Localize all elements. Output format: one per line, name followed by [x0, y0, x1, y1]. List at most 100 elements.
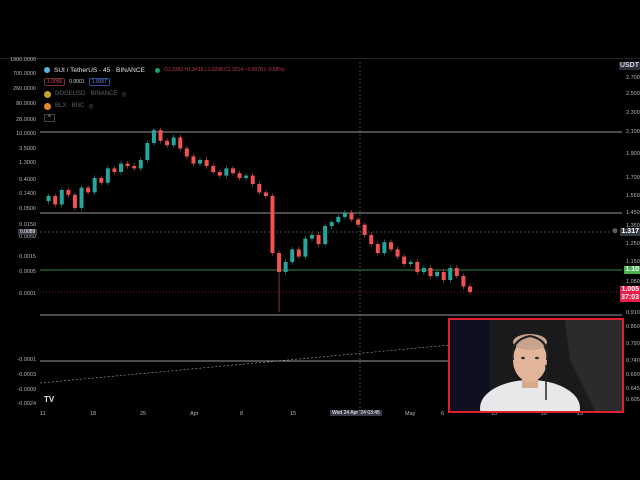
time-axis-tick: 15	[290, 411, 297, 417]
add-alert-icon[interactable]: ⊕	[612, 228, 618, 235]
buy-button[interactable]: 1.0057	[88, 78, 110, 86]
candle-body	[224, 168, 229, 176]
candle-body	[388, 242, 393, 250]
candle-body	[415, 262, 420, 272]
candle-body	[362, 224, 367, 235]
time-axis-tick: 25	[140, 411, 147, 417]
candle-body	[329, 222, 334, 226]
candle-body	[428, 268, 433, 276]
right-axis-tick: 0.605	[626, 397, 640, 403]
time-axis-tick: 18	[90, 411, 97, 417]
crosshair-price-label: 1.317	[620, 228, 640, 236]
left-axis-tick: 1.3000	[19, 160, 36, 166]
time-axis-tick: 8	[240, 411, 244, 417]
left-axis-tick: 3.5000	[19, 146, 36, 152]
eye-hidden-icon[interactable]: ◎	[88, 103, 94, 110]
candle-body	[323, 226, 328, 244]
candle-body	[59, 190, 64, 205]
right-axis-tick: 2.100	[626, 129, 640, 135]
crosshair-time-label: Wed 24 Apr '24 03:45	[330, 410, 382, 416]
time-axis-tick: 13	[491, 411, 498, 417]
candle-body	[395, 249, 400, 257]
bar-countdown: 37:03	[620, 294, 640, 302]
candle-body	[46, 196, 51, 202]
candle-body	[461, 276, 466, 287]
right-axis-tick: 1.550	[626, 193, 640, 199]
left-axis-tick: 80.0000	[16, 101, 36, 107]
market-open-icon	[154, 67, 160, 73]
candle-body	[349, 213, 354, 220]
chart-legend: SUI / TetherUS · 45 · BINANCE O1.3392 H1…	[44, 64, 285, 124]
candle-body	[138, 160, 143, 169]
candle-body	[92, 178, 97, 193]
candle-body	[191, 156, 196, 164]
right-axis-tick: 1.050	[626, 279, 640, 285]
right-axis-tick: 0.690	[626, 372, 640, 378]
right-axis-tick: 0.910	[626, 310, 640, 316]
candle-body	[125, 163, 130, 166]
right-axis-tick: 1.350	[626, 223, 640, 229]
candle-body	[184, 148, 189, 157]
right-axis-tick: 2.500	[626, 91, 640, 97]
left-axis-tick: -0.0001	[17, 357, 36, 363]
time-axis-tick: 6	[441, 411, 445, 417]
sell-button[interactable]: 1.0056	[44, 78, 66, 86]
candle-body	[375, 244, 380, 253]
left-axis-tick: 28.0000	[16, 117, 36, 123]
candle-body	[382, 242, 387, 253]
symbol-title[interactable]: SUI / TetherUS · 45 · BINANCE	[54, 66, 145, 74]
currency-label[interactable]: USDT	[618, 62, 640, 70]
candle-body	[66, 190, 71, 195]
candle-body	[309, 235, 314, 239]
blx-icon	[44, 102, 51, 110]
candle-body	[270, 196, 275, 253]
right-axis-tick: 1.450	[626, 210, 640, 216]
candle-body	[277, 253, 282, 272]
candle-body	[72, 194, 77, 208]
right-axis-tick: 1.700	[626, 175, 640, 181]
candle-body	[244, 175, 249, 178]
left-axis-tick: 0.0050	[19, 234, 36, 240]
time-axis-tick: Apr	[190, 411, 199, 417]
trend-line	[39, 344, 451, 384]
time-axis-tick: May	[405, 411, 416, 417]
green-level-label: 1.10	[624, 266, 640, 274]
right-axis-tick: 0.645	[626, 386, 640, 392]
candle-body	[165, 140, 170, 146]
left-axis-tick: -0.0024	[17, 401, 36, 407]
time-axis-tick: 20	[541, 411, 548, 417]
candle-body	[132, 166, 137, 169]
candle-body	[145, 143, 150, 160]
candle-body	[79, 187, 84, 208]
candle-body	[230, 168, 235, 174]
candle-body	[99, 178, 104, 183]
collapse-legend-button[interactable]: ^	[44, 114, 55, 122]
eye-hidden-icon[interactable]: ◎	[121, 91, 127, 98]
overlay-doge[interactable]: DOGEUSD · BINANCE	[55, 91, 118, 97]
time-axis-tick: 25	[577, 411, 584, 417]
left-axis-tick: -0.0009	[17, 387, 36, 393]
time-axis-tick: 11	[40, 411, 46, 417]
tradingview-logo[interactable]: TV	[44, 395, 54, 404]
webcam-overlay	[448, 318, 624, 413]
candle-body	[119, 163, 124, 172]
candle-body	[435, 272, 440, 276]
overlay-blx[interactable]: BLX · BNC	[55, 103, 85, 109]
left-axis-tick: -0.0003	[17, 372, 36, 378]
left-axis-tick: 0.0150	[19, 222, 36, 228]
candle-body	[454, 268, 459, 276]
right-axis-tick: 1.250	[626, 241, 640, 247]
candle-body	[198, 160, 203, 164]
candle-body	[296, 249, 301, 257]
candle-body	[402, 256, 407, 264]
left-axis-tick: 0.1400	[19, 191, 36, 197]
candle-body	[112, 168, 117, 172]
candle-body	[53, 196, 58, 205]
left-axis-tick: 10.0000	[16, 131, 36, 137]
candle-body	[369, 235, 374, 244]
left-axis-tick: 1900.0000	[10, 57, 36, 63]
left-axis-tick: 260.0000	[13, 86, 36, 92]
left-axis-tick: 700.0000	[13, 71, 36, 77]
last-price-label: 1.005	[620, 286, 640, 294]
